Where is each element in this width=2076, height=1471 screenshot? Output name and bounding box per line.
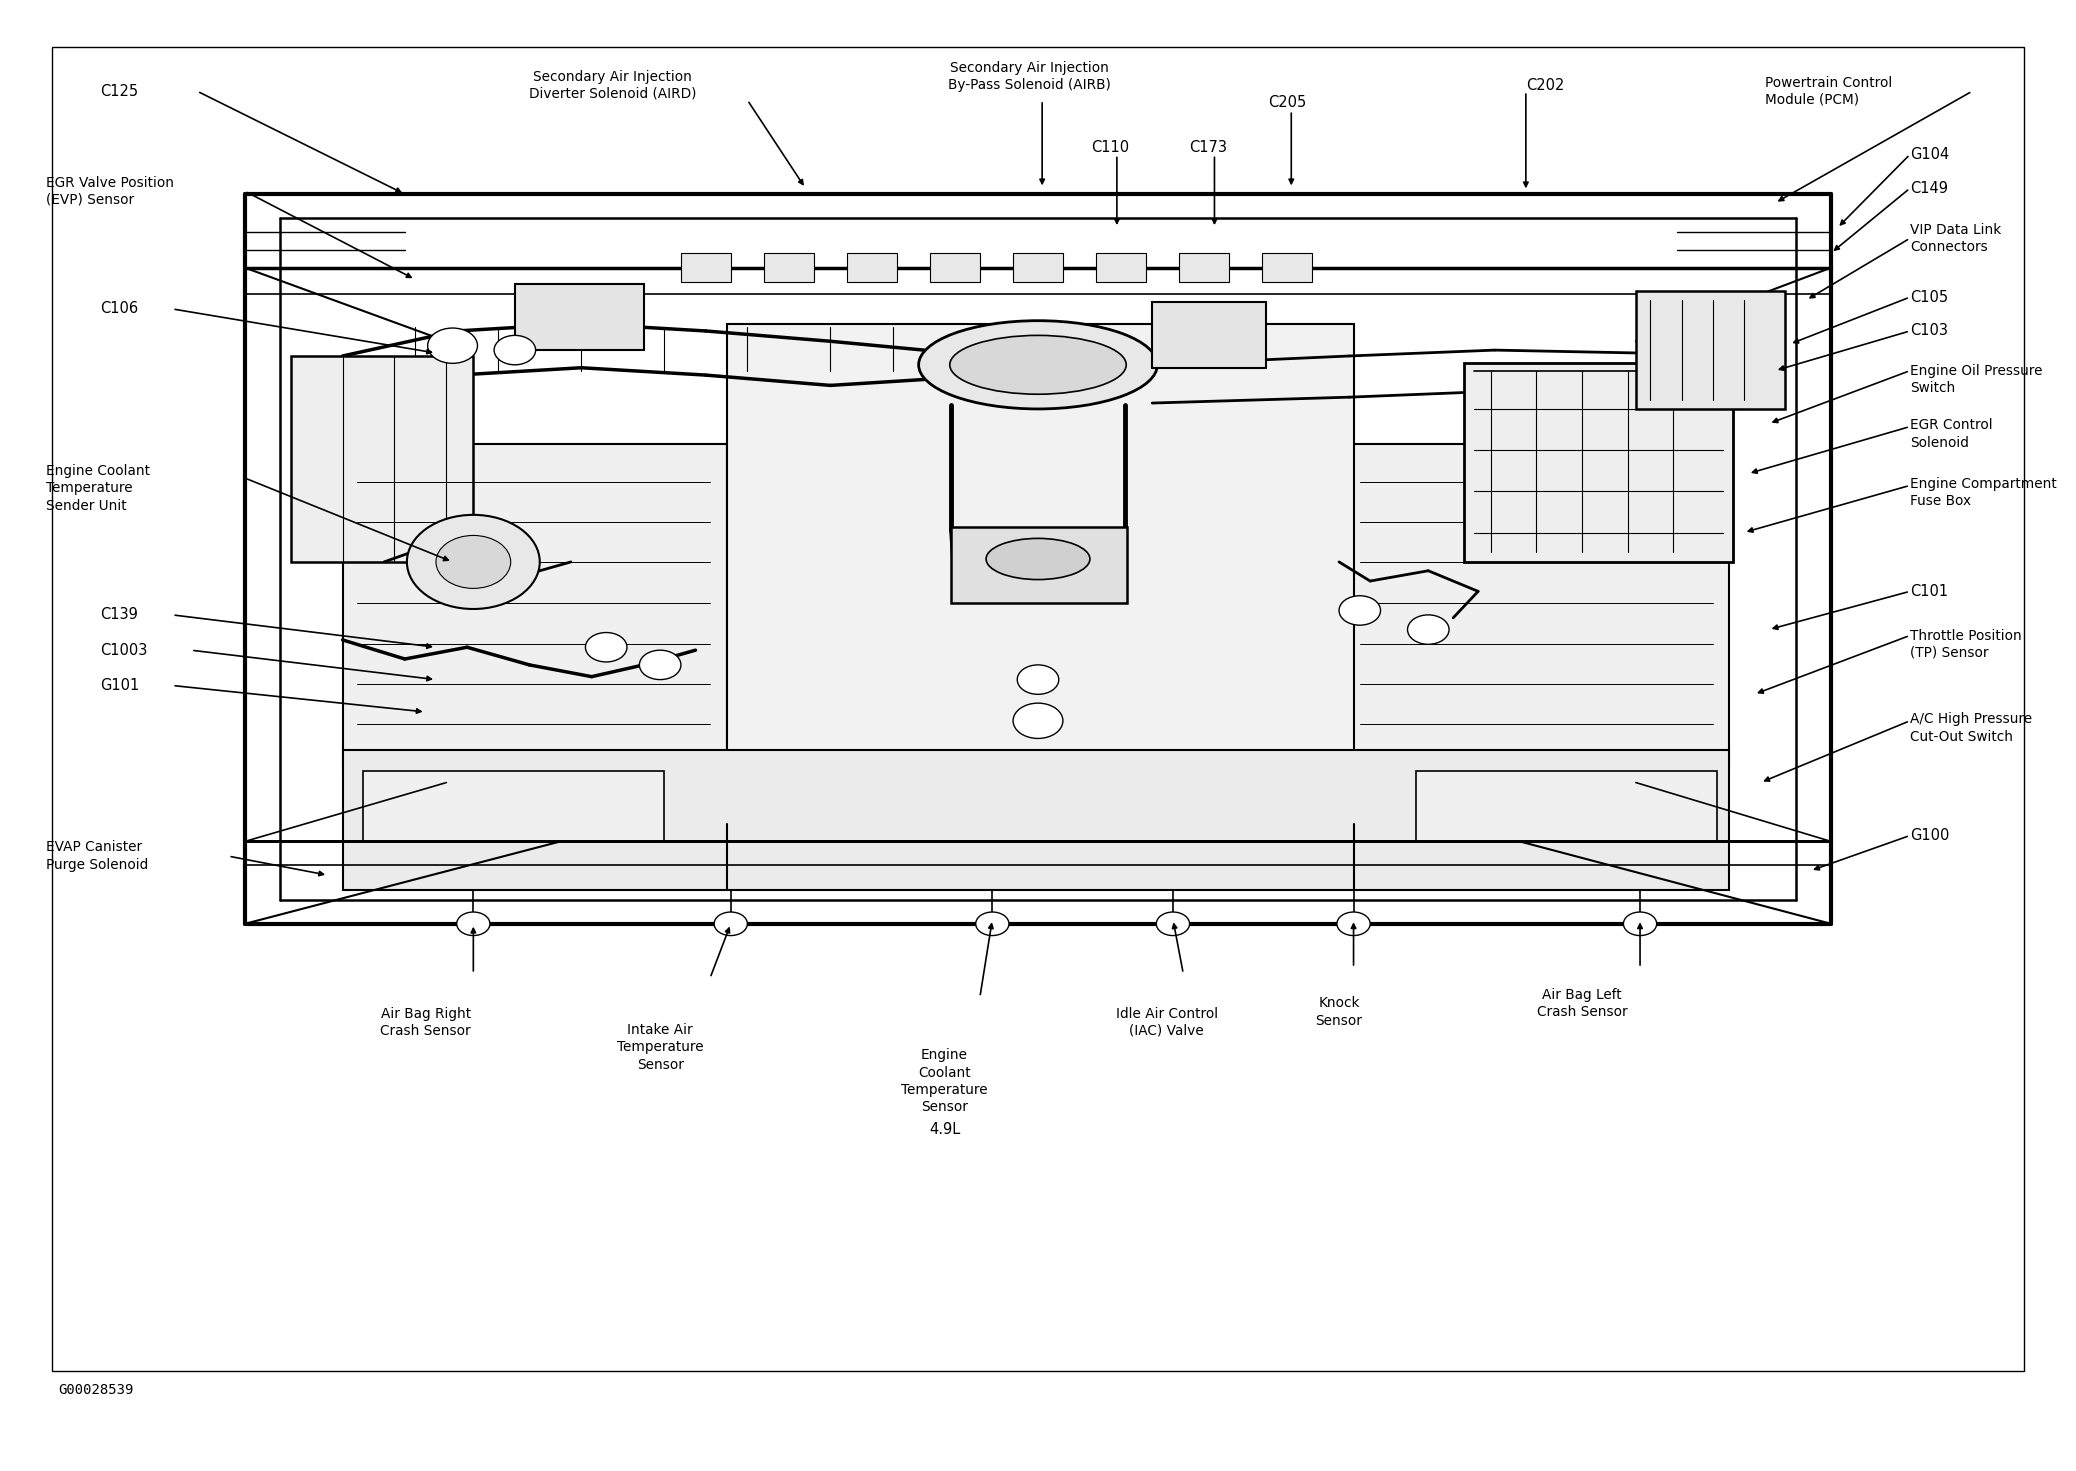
Circle shape: [457, 912, 490, 936]
Bar: [343, 444, 727, 768]
Text: Air Bag Left
Crash Sensor: Air Bag Left Crash Sensor: [1536, 987, 1628, 1019]
Bar: [1096, 253, 1146, 282]
Bar: [951, 527, 1127, 603]
Circle shape: [494, 335, 536, 365]
Bar: [363, 771, 664, 841]
Text: EGR Valve Position
(EVP) Sensor: EGR Valve Position (EVP) Sensor: [46, 175, 174, 207]
Text: Intake Air
Temperature
Sensor: Intake Air Temperature Sensor: [617, 1022, 704, 1072]
Text: Idle Air Control
(IAC) Valve: Idle Air Control (IAC) Valve: [1115, 1006, 1219, 1039]
Text: G100: G100: [1910, 828, 1949, 843]
Circle shape: [585, 633, 627, 662]
Text: Secondary Air Injection
Diverter Solenoid (AIRD): Secondary Air Injection Diverter Solenoi…: [529, 69, 695, 101]
Circle shape: [1337, 912, 1370, 936]
Text: C103: C103: [1910, 324, 1947, 338]
Bar: [1013, 253, 1063, 282]
Bar: [1152, 302, 1266, 368]
Bar: [847, 253, 897, 282]
Text: Secondary Air Injection
By-Pass Solenoid (AIRB): Secondary Air Injection By-Pass Solenoid…: [949, 60, 1111, 93]
Bar: [291, 356, 473, 562]
Circle shape: [1623, 912, 1657, 936]
Circle shape: [428, 328, 477, 363]
Text: C139: C139: [100, 608, 137, 622]
Text: C205: C205: [1268, 96, 1306, 110]
Bar: [1262, 253, 1312, 282]
Text: C110: C110: [1092, 140, 1129, 154]
Text: C173: C173: [1190, 140, 1227, 154]
Text: 4.9L: 4.9L: [928, 1122, 961, 1137]
Circle shape: [407, 515, 540, 609]
Text: Throttle Position
(TP) Sensor: Throttle Position (TP) Sensor: [1910, 628, 2022, 660]
Circle shape: [639, 650, 681, 680]
Text: EGR Control
Solenoid: EGR Control Solenoid: [1910, 418, 1993, 450]
Text: C149: C149: [1910, 181, 1947, 196]
Bar: [1464, 363, 1733, 562]
Circle shape: [714, 912, 747, 936]
Text: C202: C202: [1526, 78, 1563, 93]
Ellipse shape: [949, 335, 1125, 394]
Text: C105: C105: [1910, 290, 1947, 304]
Bar: [1416, 771, 1717, 841]
Circle shape: [1156, 912, 1190, 936]
Ellipse shape: [986, 538, 1090, 580]
Text: G104: G104: [1910, 147, 1949, 162]
Text: C106: C106: [100, 302, 137, 316]
Text: EVAP Canister
Purge Solenoid: EVAP Canister Purge Solenoid: [46, 840, 147, 872]
Text: Engine
Coolant
Temperature
Sensor: Engine Coolant Temperature Sensor: [901, 1049, 988, 1114]
Bar: [1636, 291, 1785, 409]
Circle shape: [436, 535, 511, 588]
Ellipse shape: [918, 321, 1158, 409]
Text: Engine Oil Pressure
Switch: Engine Oil Pressure Switch: [1910, 363, 2043, 396]
Bar: [727, 324, 1354, 824]
Bar: [515, 284, 644, 350]
Text: Air Bag Right
Crash Sensor: Air Bag Right Crash Sensor: [380, 1006, 471, 1039]
Text: C125: C125: [100, 84, 137, 99]
Circle shape: [1013, 703, 1063, 738]
Bar: [1179, 253, 1229, 282]
Circle shape: [1408, 615, 1449, 644]
Bar: [681, 253, 731, 282]
Text: Powertrain Control
Module (PCM): Powertrain Control Module (PCM): [1765, 75, 1891, 107]
Bar: [764, 253, 814, 282]
Text: VIP Data Link
Connectors: VIP Data Link Connectors: [1910, 222, 2001, 254]
Text: C101: C101: [1910, 584, 1947, 599]
Circle shape: [976, 912, 1009, 936]
Bar: [1345, 444, 1729, 768]
Text: Engine Coolant
Temperature
Sender Unit: Engine Coolant Temperature Sender Unit: [46, 463, 149, 513]
Text: C1003: C1003: [100, 643, 147, 658]
Circle shape: [1339, 596, 1381, 625]
Bar: [930, 253, 980, 282]
Text: Engine Compartment
Fuse Box: Engine Compartment Fuse Box: [1910, 477, 2057, 509]
Text: G00028539: G00028539: [58, 1383, 133, 1397]
Text: Knock
Sensor: Knock Sensor: [1316, 996, 1362, 1028]
Circle shape: [1017, 665, 1059, 694]
Text: G101: G101: [100, 678, 139, 693]
Bar: [343, 750, 1729, 890]
Text: A/C High Pressure
Cut-Out Switch: A/C High Pressure Cut-Out Switch: [1910, 712, 2032, 744]
